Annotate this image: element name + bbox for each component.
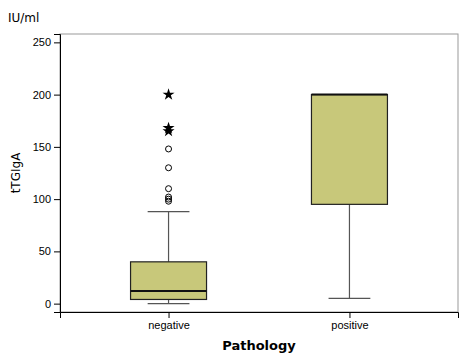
x-tick: positive bbox=[331, 312, 368, 331]
x-tick-mark bbox=[349, 312, 350, 318]
y-tick: 0 bbox=[45, 298, 60, 310]
y-tick: 150 bbox=[33, 141, 60, 153]
y-tick-mark bbox=[54, 42, 60, 43]
outlier bbox=[166, 186, 172, 192]
chart: 0 50 100 150 200 250 negative positive Pathology… bbox=[0, 0, 474, 360]
y-tick: 100 bbox=[33, 193, 60, 205]
y-tick-mark bbox=[54, 199, 60, 200]
whisker-high bbox=[168, 212, 169, 262]
marks bbox=[131, 88, 388, 303]
whisker-low-cap bbox=[329, 298, 371, 299]
outlier bbox=[166, 165, 172, 171]
outlier bbox=[166, 146, 172, 152]
box bbox=[131, 262, 207, 300]
y-tick-label: 50 bbox=[39, 245, 51, 257]
whisker-low-cap bbox=[148, 303, 190, 304]
y-tick-label: 0 bbox=[45, 298, 51, 310]
whisker-low bbox=[349, 204, 350, 298]
x-axis-line bbox=[61, 313, 459, 319]
box-group bbox=[131, 88, 207, 303]
x-axis: negative positive bbox=[61, 312, 459, 331]
x-tick-label: positive bbox=[331, 319, 368, 331]
y-tick-label: 250 bbox=[33, 36, 51, 48]
y-tick: 200 bbox=[33, 89, 60, 101]
y-axis-title: tTGIgA bbox=[9, 152, 23, 193]
x-tick: negative bbox=[148, 312, 190, 331]
far-outlier bbox=[163, 88, 175, 99]
box bbox=[311, 95, 387, 205]
whisker-high-cap bbox=[148, 211, 190, 212]
plot: 0 50 100 150 200 250 negative positive bbox=[33, 34, 459, 331]
outlier bbox=[166, 194, 172, 200]
median bbox=[131, 290, 207, 292]
median bbox=[311, 94, 387, 96]
y-axis-line bbox=[54, 35, 61, 313]
y-tick-label: 100 bbox=[33, 193, 51, 205]
y-tick-mark bbox=[54, 147, 60, 148]
y-axis: 0 50 100 150 200 250 bbox=[33, 35, 61, 313]
y-tick: 250 bbox=[33, 36, 60, 48]
far-outlier bbox=[163, 122, 175, 133]
y-tick-mark bbox=[54, 95, 60, 96]
y-tick-label: 200 bbox=[33, 89, 51, 101]
y-tick-mark bbox=[54, 251, 60, 252]
unit-label: IU/ml bbox=[8, 11, 39, 25]
x-tick-mark bbox=[169, 312, 170, 318]
x-tick-label: negative bbox=[148, 319, 190, 331]
plot-frame bbox=[60, 34, 458, 312]
whisker-low bbox=[168, 299, 169, 303]
y-tick: 50 bbox=[39, 245, 60, 257]
x-axis-title: Pathology bbox=[222, 338, 296, 353]
y-tick-mark bbox=[54, 304, 60, 305]
y-tick-label: 150 bbox=[33, 141, 51, 153]
box-group bbox=[311, 95, 387, 299]
